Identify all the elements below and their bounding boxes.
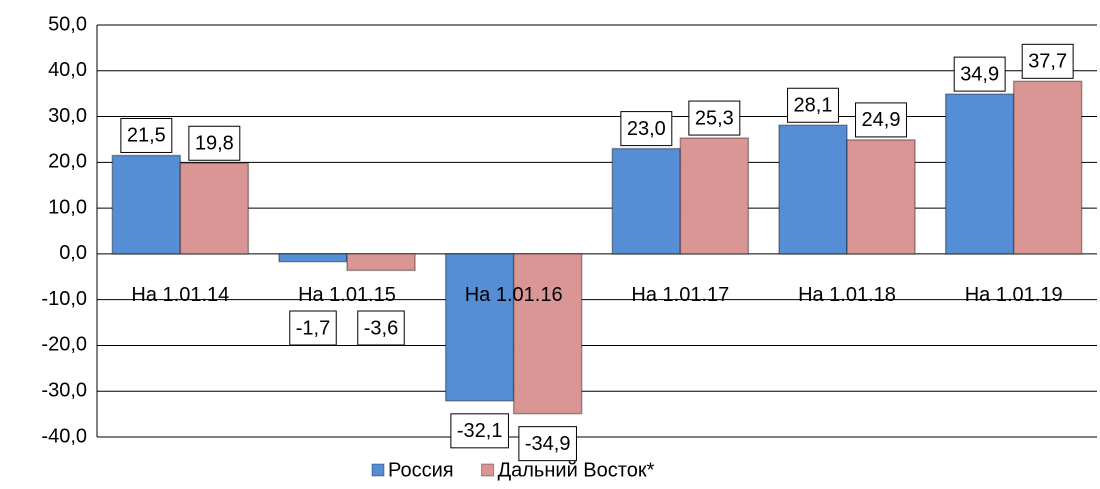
legend-swatch: [481, 463, 495, 477]
data-label: -32,1: [457, 420, 503, 442]
data-label-box: [787, 87, 839, 123]
data-label: 34,9: [960, 63, 999, 85]
y-tick-label: 40,0: [48, 59, 87, 81]
data-label: -1,7: [296, 317, 330, 339]
data-label-box: [620, 111, 673, 147]
data-label-box: [855, 102, 907, 138]
y-tick-label: 30,0: [48, 105, 87, 127]
y-tick-label: 50,0: [48, 13, 87, 35]
data-label: 25,3: [695, 107, 734, 129]
data-label: -34,9: [525, 433, 571, 455]
data-label-box: [357, 310, 405, 346]
bar: [778, 124, 848, 255]
legend-label: Россия: [388, 459, 454, 481]
data-label: 23,0: [627, 118, 666, 140]
legend-label: Дальний Восток*: [498, 459, 655, 481]
y-tick-label: 20,0: [48, 151, 87, 173]
bar: [944, 93, 1015, 255]
bar: [611, 147, 682, 255]
y-tick-label: 0,0: [59, 242, 87, 264]
data-label: 19,8: [195, 133, 234, 155]
legend-swatch: [371, 463, 385, 477]
bar: [846, 139, 916, 255]
x-tick-label: На 1.01.15: [298, 284, 396, 306]
bar: [179, 162, 250, 255]
x-tick-label: На 1.01.19: [965, 284, 1063, 306]
y-tick-label: 10,0: [48, 196, 87, 218]
x-tick-label: На 1.01.17: [631, 284, 729, 306]
x-tick-label: На 1.01.18: [798, 284, 896, 306]
x-tick-label: На 1.01.14: [131, 284, 229, 306]
data-label-box: [1021, 43, 1074, 79]
bar: [444, 253, 515, 402]
data-label: 37,7: [1028, 51, 1067, 73]
bar: [111, 154, 182, 255]
data-label-box: [688, 100, 741, 136]
bar: [346, 253, 416, 272]
data-label-box: [953, 56, 1006, 92]
data-label: 28,1: [794, 95, 833, 117]
data-label-box: [518, 426, 577, 462]
data-label: 21,5: [127, 125, 166, 147]
data-label-box: [450, 413, 509, 449]
y-tick-label: -20,0: [41, 334, 87, 356]
data-label-box: [188, 125, 241, 161]
x-tick-label: На 1.01.16: [465, 284, 563, 306]
bar: [512, 253, 583, 415]
y-tick-label: -30,0: [41, 380, 87, 402]
bar: [278, 253, 348, 263]
y-tick-label: -40,0: [41, 425, 87, 447]
data-label: 24,9: [862, 109, 901, 131]
bar: [679, 137, 750, 255]
data-label-box: [120, 117, 173, 153]
bar: [1012, 80, 1083, 255]
data-label: -3,6: [364, 317, 398, 339]
y-tick-label: -10,0: [41, 288, 87, 310]
data-label-box: [289, 310, 337, 346]
